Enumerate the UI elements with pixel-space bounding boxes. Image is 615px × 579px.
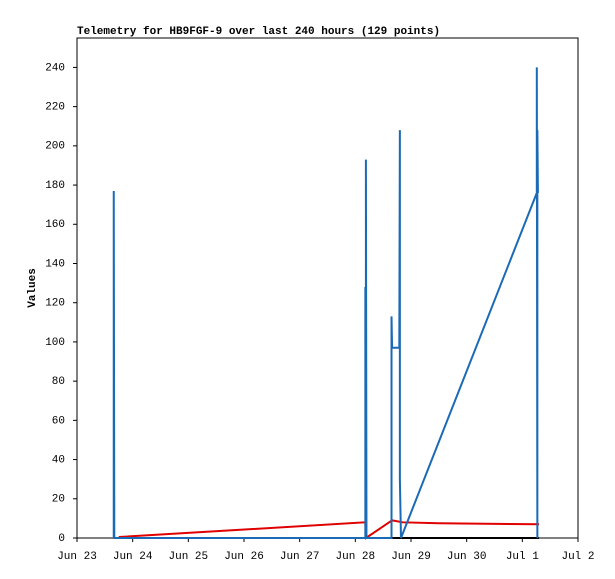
x-tick-label: Jul 2 bbox=[561, 551, 594, 563]
x-tick-label: Jun 28 bbox=[336, 551, 376, 563]
y-tick-label: 120 bbox=[45, 298, 65, 310]
y-tick-label: 40 bbox=[52, 454, 65, 466]
data-line bbox=[118, 519, 540, 540]
y-tick-label: 160 bbox=[45, 219, 65, 231]
x-tick-label: Jun 24 bbox=[113, 551, 153, 563]
x-tick-label: Jun 23 bbox=[57, 551, 97, 563]
y-tick-label: 240 bbox=[45, 62, 65, 74]
plot-area bbox=[76, 37, 579, 539]
y-tick-label: 180 bbox=[45, 180, 65, 192]
chart-title: Telemetry for HB9FGF-9 over last 240 hou… bbox=[77, 26, 440, 38]
y-tick-label: 100 bbox=[45, 337, 65, 349]
y-tick-label: 20 bbox=[52, 494, 65, 506]
x-tick-label: Jun 25 bbox=[169, 551, 209, 563]
y-tick-label: 140 bbox=[45, 258, 65, 270]
x-tick-label: Jun 26 bbox=[224, 551, 264, 563]
y-tick-label: 220 bbox=[45, 102, 65, 114]
y-axis-label: Values bbox=[27, 268, 39, 308]
y-tick-label: 60 bbox=[52, 415, 65, 427]
y-tick-label: 200 bbox=[45, 141, 65, 153]
y-tick-label: 0 bbox=[58, 533, 65, 545]
data-line bbox=[112, 67, 539, 539]
x-tick-label: Jun 27 bbox=[280, 551, 320, 563]
x-tick-label: Jul 1 bbox=[506, 551, 539, 563]
x-tick-label: Jun 29 bbox=[391, 551, 431, 563]
y-tick-label: 80 bbox=[52, 376, 65, 388]
x-tick-label: Jun 30 bbox=[447, 551, 487, 563]
